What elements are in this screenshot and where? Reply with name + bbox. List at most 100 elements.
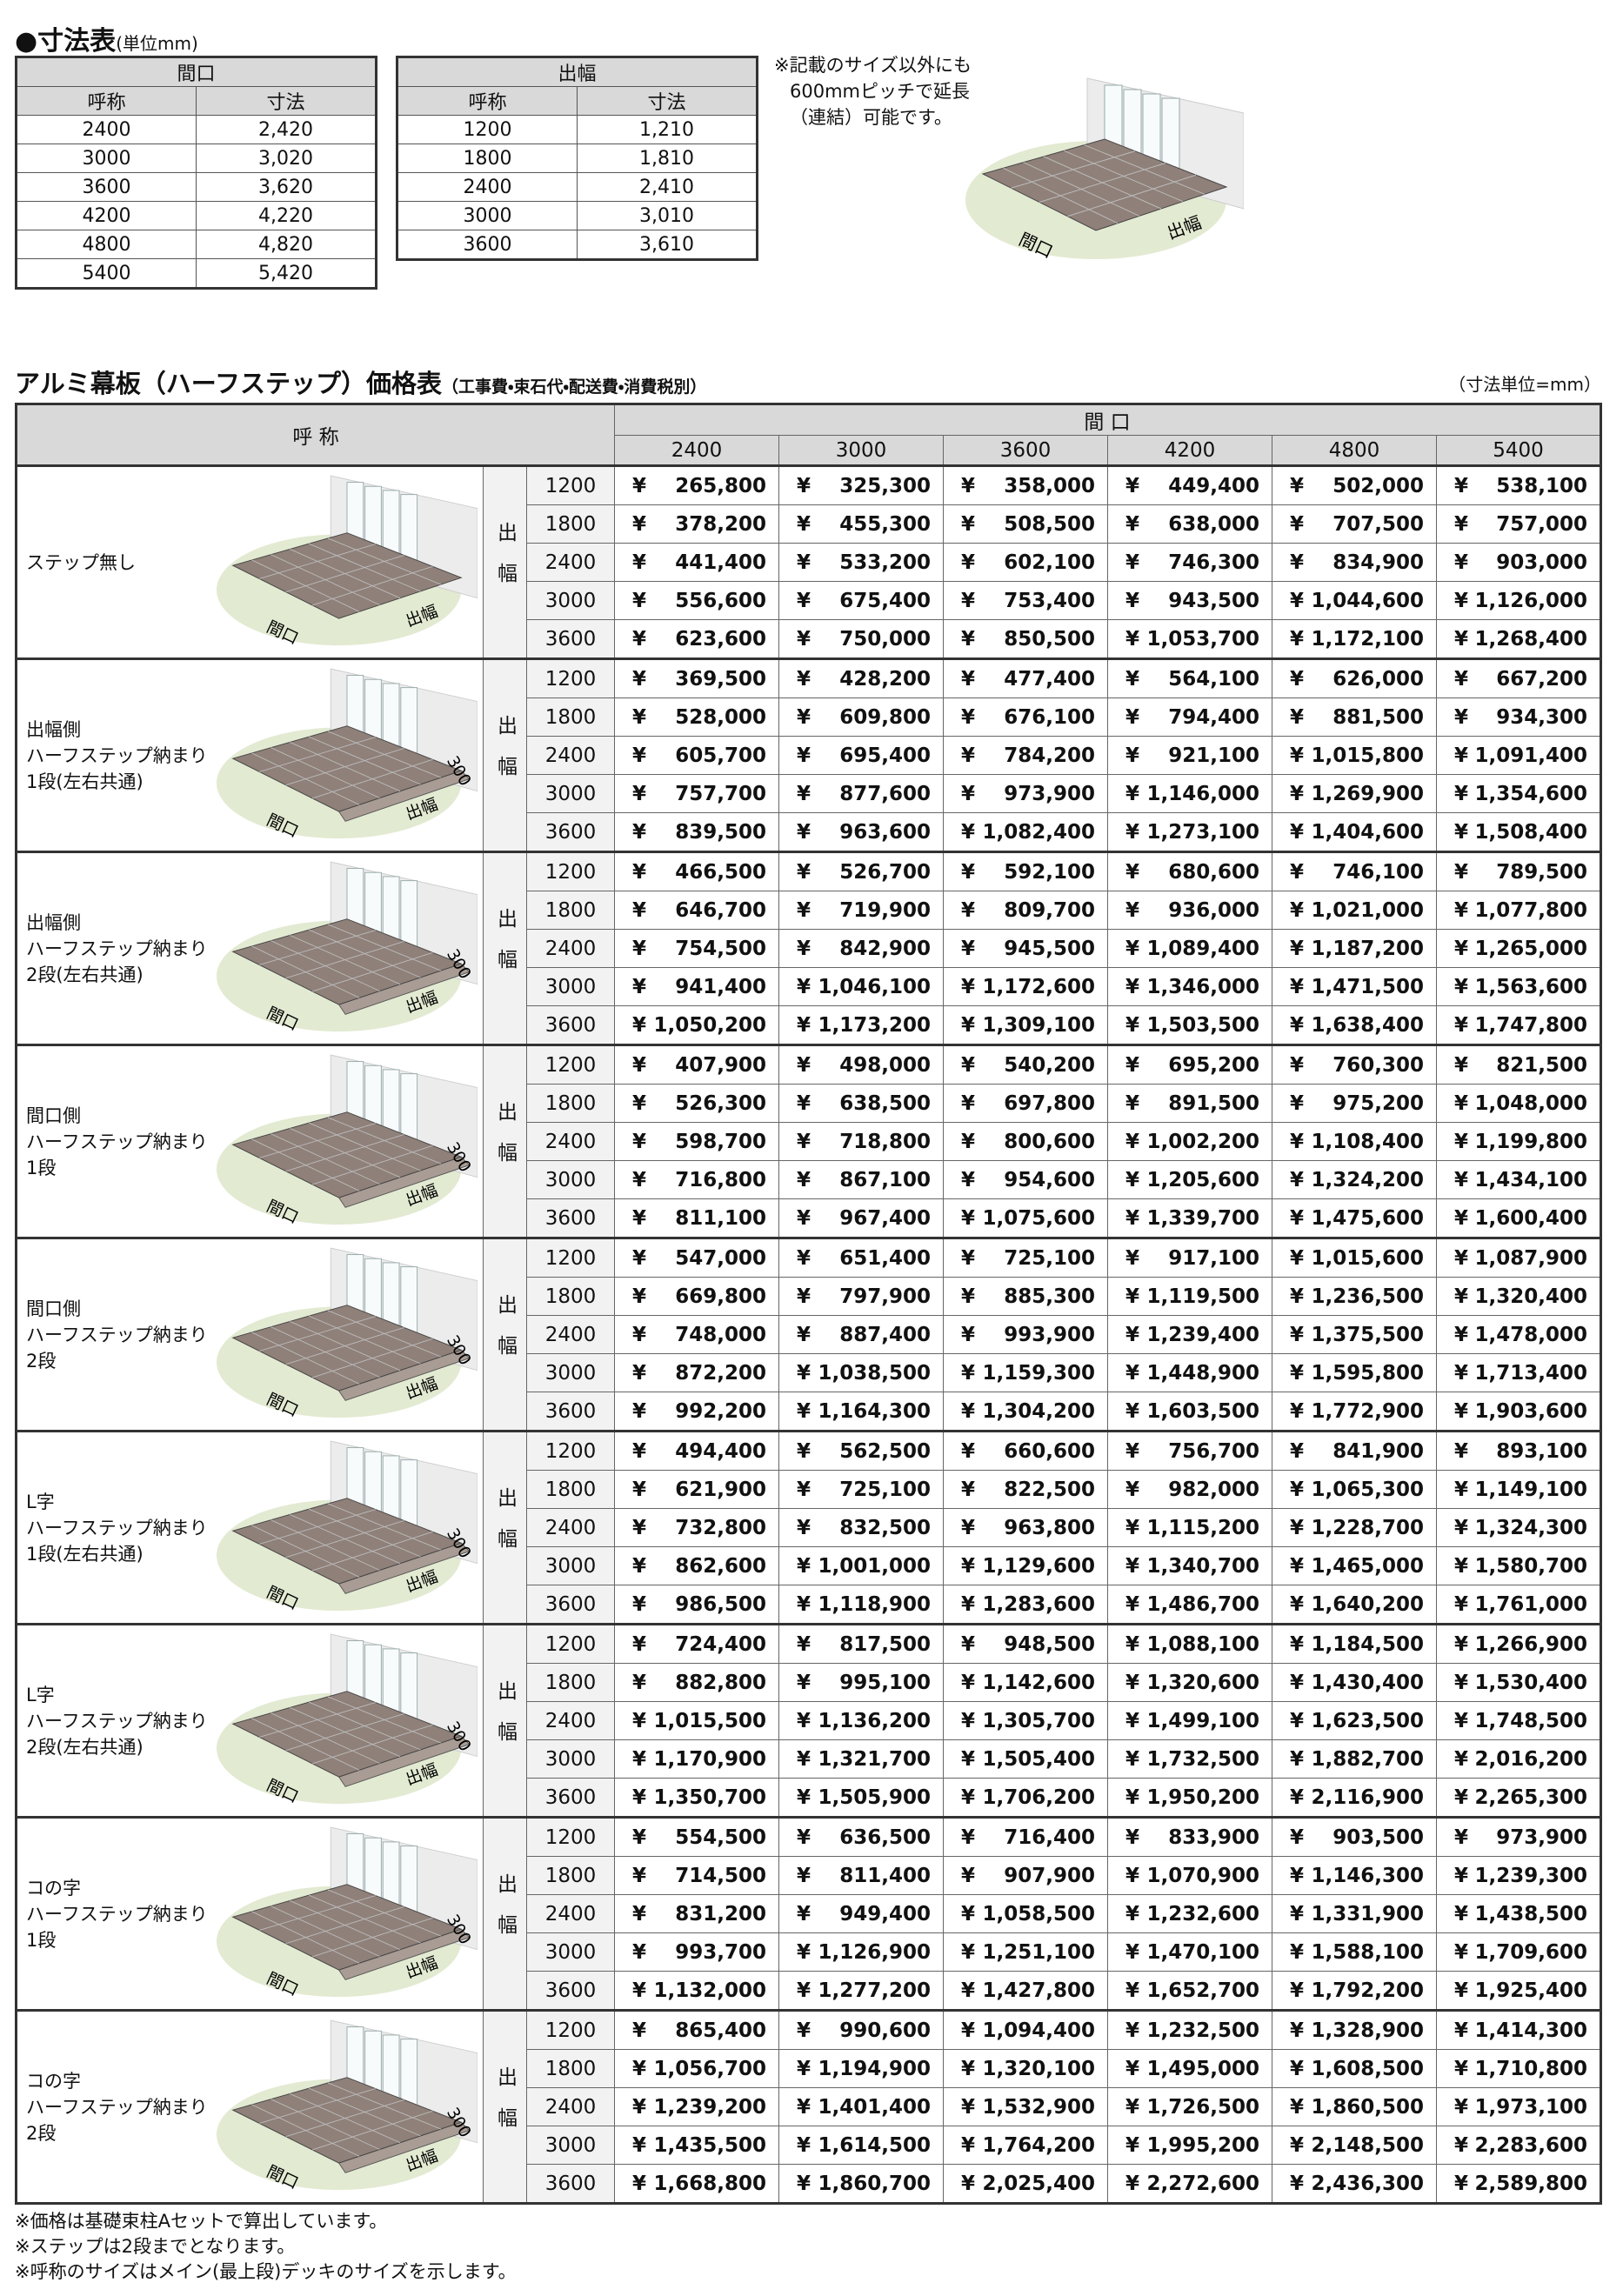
cell: 2400 [397,172,578,202]
price: ¥1,732,500 [1108,1748,1272,1771]
amount: 1,995,200 [1146,2133,1260,2157]
price-cell: ¥1,350,700 [614,1778,779,1818]
price: ¥605,700 [615,744,778,767]
type-cell: 出幅側 ハーフステップ納まり 2段(左右共通) 間口 出幅 300 [16,851,484,1045]
price-cell: ¥1,021,000 [1272,891,1437,930]
price-row: 1800 ¥528,000 ¥609,800 ¥676,100 ¥794,400 ¥881… [17,697,1601,737]
price-cell: ¥707,500 [1272,504,1437,544]
price: ¥1,309,100 [944,1014,1107,1037]
price-cell: ¥831,200 [614,1894,779,1933]
price: ¥1,530,400 [1437,1672,1600,1694]
price-cell: ¥1,505,900 [778,1778,944,1818]
price-cell: ¥907,900 [943,1856,1108,1895]
price: ¥646,700 [615,899,778,922]
amount: 667,200 [1496,667,1587,691]
frontage: 4200 [1107,435,1272,466]
currency: ¥ [1125,1825,1140,1849]
price-cell: ¥724,400 [614,1623,779,1664]
price: ¥882,800 [615,1672,778,1694]
currency: ¥ [961,1709,976,1732]
currency: ¥ [1454,2019,1469,2042]
price-cell: ¥746,300 [1107,543,1272,582]
depth-label: 出幅 [493,714,517,797]
amount: 1,015,500 [653,1709,767,1732]
amount: 1,563,600 [1474,975,1588,998]
price-cell: ¥669,800 [614,1277,779,1316]
type-name: ステップ無し [26,550,136,576]
currency: ¥ [797,2172,812,2195]
currency: ¥ [632,1168,647,1191]
amount: 865,400 [675,2019,766,2042]
price: ¥746,100 [1272,861,1436,884]
price: ¥753,400 [944,590,1107,612]
currency: ¥ [797,898,812,922]
price: ¥1,995,200 [1108,2134,1272,2157]
name-header: 呼 称 [16,404,615,466]
price-cell: ¥936,000 [1107,891,1272,930]
price-cell: ¥697,800 [943,1084,1108,1123]
frontage: 5400 [1436,435,1601,466]
currency: ¥ [1290,820,1305,844]
price: ¥1,077,800 [1437,899,1600,922]
type-name: コの字 ハーフステップ納まり 1段 [26,1875,208,1953]
price: ¥716,800 [615,1169,778,1191]
amount: 954,600 [1004,1168,1095,1191]
price-cell: ¥1,903,600 [1436,1392,1601,1432]
amount: 967,400 [839,1206,931,1230]
price: ¥1,331,900 [1272,1903,1436,1926]
price: ¥1,239,400 [1108,1324,1272,1346]
price-cell: ¥945,500 [943,929,1108,968]
depth-cell: 出幅 [483,657,527,852]
price-cell: ¥832,500 [778,1508,944,1547]
price: ¥822,500 [944,1478,1107,1501]
price: ¥877,600 [779,783,943,805]
amount: 963,800 [1004,1516,1095,1539]
price-row: 3600 ¥1,668,800 ¥1,860,700 ¥2,025,400 ¥2,272… [17,2164,1601,2204]
amount: 707,500 [1332,512,1424,536]
price-cell: ¥1,499,100 [1107,1701,1272,1740]
unit: (単位mm) [116,33,198,54]
amount: 1,273,100 [1146,820,1260,844]
cell: 3600 [397,230,578,260]
deck-joint [285,1327,404,1365]
currency: ¥ [961,1516,976,1539]
price-cell: ¥1,239,400 [1107,1315,1272,1354]
currency: ¥ [1454,1592,1469,1616]
amount: 1,232,600 [1146,1902,1260,1926]
currency: ¥ [1290,898,1305,922]
header-row: 呼称 寸法 [16,86,377,116]
price: ¥602,100 [944,551,1107,574]
amount: 2,283,600 [1474,2133,1588,2157]
type-name-line: 間口側 [26,1298,81,1319]
price-cell: ¥850,500 [943,619,1108,659]
price-cell: ¥455,300 [778,504,944,544]
deck-joint [1067,174,1197,217]
type-cell: コの字 ハーフステップ納まり 2段 間口 出幅 300 [16,2009,484,2204]
price-cell: ¥1,304,200 [943,1392,1108,1432]
amount: 1,268,400 [1474,627,1588,651]
amount: 963,600 [839,820,931,844]
price: ¥638,500 [779,1092,943,1115]
row: 3600 3,620 [16,172,377,202]
depth: 1800 [526,697,615,737]
price: ¥1,273,100 [1108,821,1272,844]
price: ¥990,600 [779,2019,943,2042]
currency: ¥ [1125,2057,1140,2080]
price: ¥1,706,200 [944,1786,1107,1809]
currency: ¥ [1454,2095,1469,2119]
price: ¥1,164,300 [779,1400,943,1423]
currency: ¥ [632,1206,647,1230]
amount: 1,087,900 [1474,1246,1588,1270]
price-cell: ¥1,709,600 [1436,1932,1601,1972]
amount: 784,200 [1004,744,1095,767]
currency: ¥ [1290,1206,1305,1230]
price-cell: ¥441,400 [614,543,779,582]
price: ¥1,495,000 [1108,2058,1272,2080]
currency: ¥ [1125,1516,1140,1539]
price-cell: ¥1,324,300 [1436,1508,1601,1547]
price-cell: ¥893,100 [1436,1430,1601,1471]
amount: 992,200 [675,1399,766,1423]
price-cell: ¥993,900 [943,1315,1108,1354]
